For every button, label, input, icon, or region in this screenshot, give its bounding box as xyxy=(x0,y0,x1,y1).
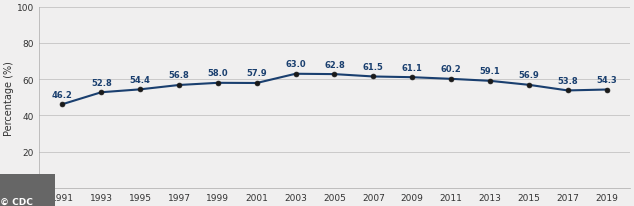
Text: 54.3: 54.3 xyxy=(596,76,617,84)
Text: 52.8: 52.8 xyxy=(91,78,112,87)
Text: 61.5: 61.5 xyxy=(363,63,384,71)
Text: 56.8: 56.8 xyxy=(169,71,190,80)
Text: 59.1: 59.1 xyxy=(479,67,500,76)
Text: 53.8: 53.8 xyxy=(557,76,578,85)
Text: © CDC: © CDC xyxy=(0,197,33,206)
Text: 63.0: 63.0 xyxy=(285,60,306,69)
Text: 62.8: 62.8 xyxy=(324,60,345,69)
Text: 46.2: 46.2 xyxy=(52,90,73,99)
Text: 60.2: 60.2 xyxy=(441,65,462,74)
Y-axis label: Percentage (%): Percentage (%) xyxy=(4,61,14,135)
Text: 56.9: 56.9 xyxy=(519,71,539,80)
Text: 61.1: 61.1 xyxy=(402,63,423,72)
Text: 54.4: 54.4 xyxy=(130,75,150,84)
Text: 57.9: 57.9 xyxy=(247,69,267,78)
Text: 58.0: 58.0 xyxy=(207,69,228,78)
